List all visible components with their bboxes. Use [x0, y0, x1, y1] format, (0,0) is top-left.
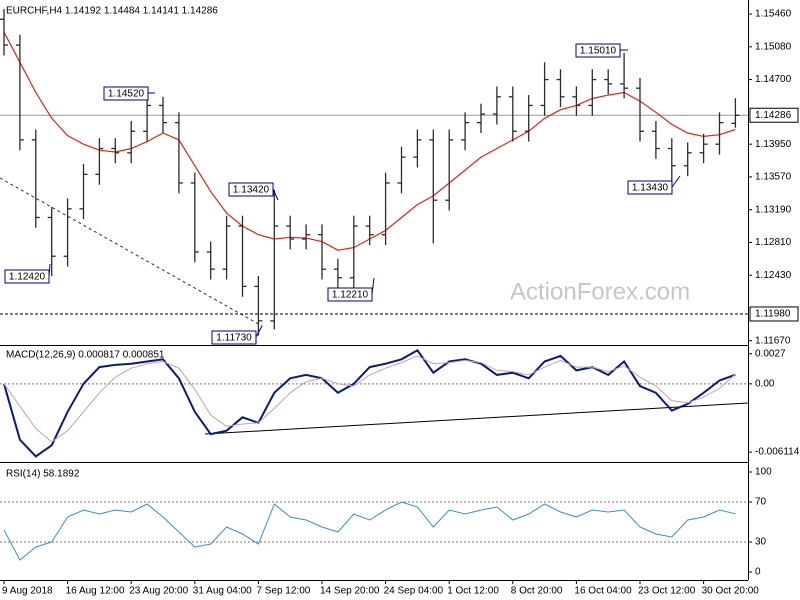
x-tick-label: 16 Oct 04:00 — [574, 586, 632, 597]
x-tick-label: 30 Oct 20:00 — [702, 586, 760, 597]
y-tick-label: 0 — [755, 567, 761, 578]
y-tick-label: 1.13950 — [755, 139, 792, 150]
y-tick-label: -0.006114 — [755, 447, 800, 458]
y-tick-label: 0.00 — [755, 378, 775, 389]
y-tick-label: 1.14700 — [755, 74, 792, 85]
price-label: 1.11980 — [755, 309, 791, 320]
annotation-box — [575, 43, 621, 58]
y-tick-label: 1.11670 — [755, 335, 791, 346]
line — [3, 355, 736, 443]
annotation: 1.15010 — [580, 46, 617, 57]
y-tick-label: 1.12810 — [755, 237, 792, 248]
annotation-box — [228, 182, 274, 197]
x-tick-label: 7 Sep 12:00 — [256, 586, 310, 597]
price-label-box — [749, 107, 799, 123]
panel-title: MACD(12,26,9) 0.000817 0.000851 — [6, 350, 165, 361]
x-tick-label: 9 Aug 2018 — [2, 586, 53, 597]
panel-title: RSI(14) 58.1892 — [6, 469, 80, 480]
chart-title: EURCHF,H4 1.14192 1.14484 1.14141 1.1428… — [6, 6, 218, 17]
y-tick-label: 1.15080 — [755, 41, 792, 52]
y-tick-label: 70 — [755, 497, 767, 508]
annotation: 1.14520 — [108, 89, 145, 100]
annotation-leader — [255, 325, 263, 338]
y-tick-label: 1.15460 — [755, 9, 792, 20]
x-tick-label: 23 Oct 12:00 — [638, 586, 696, 597]
x-tick-label: 14 Sep 20:00 — [320, 586, 380, 597]
line — [3, 501, 736, 561]
annotation: 1.11730 — [216, 333, 252, 344]
x-tick-label: 23 Aug 20:00 — [129, 586, 188, 597]
annotation-leader — [272, 188, 279, 201]
annotation: 1.13420 — [233, 185, 270, 196]
y-tick-label: 1.12430 — [755, 270, 792, 281]
price-label-box — [749, 306, 799, 322]
x-tick-label: 8 Oct 20:00 — [511, 586, 563, 597]
price-label: 1.14286 — [755, 110, 792, 121]
trendline — [204, 402, 749, 435]
line — [3, 348, 736, 458]
y-tick-label: 30 — [755, 537, 767, 548]
annotation: 1.13430 — [632, 183, 669, 194]
x-tick-label: 1 Oct 12:00 — [447, 586, 499, 597]
y-tick-label: 1.13570 — [755, 172, 792, 183]
trendline — [0, 177, 263, 327]
x-tick-label: 31 Aug 04:00 — [193, 586, 252, 597]
annotation-box — [327, 287, 373, 302]
annotation-leader — [671, 175, 681, 188]
annotation-box — [103, 86, 149, 101]
annotation-box — [627, 180, 673, 195]
watermark: ActionForex.com — [510, 278, 690, 305]
annotation: 1.12210 — [332, 290, 369, 301]
x-tick-label: 16 Aug 12:00 — [66, 586, 125, 597]
y-tick-label: 0.0027 — [755, 348, 786, 359]
x-tick-label: 24 Sep 04:00 — [384, 586, 444, 597]
y-tick-label: 100 — [755, 467, 772, 478]
annotation-box — [4, 269, 50, 284]
annotation-box — [211, 330, 257, 345]
y-tick-label: 1.13190 — [755, 204, 792, 215]
annotation: 1.12420 — [9, 272, 46, 283]
